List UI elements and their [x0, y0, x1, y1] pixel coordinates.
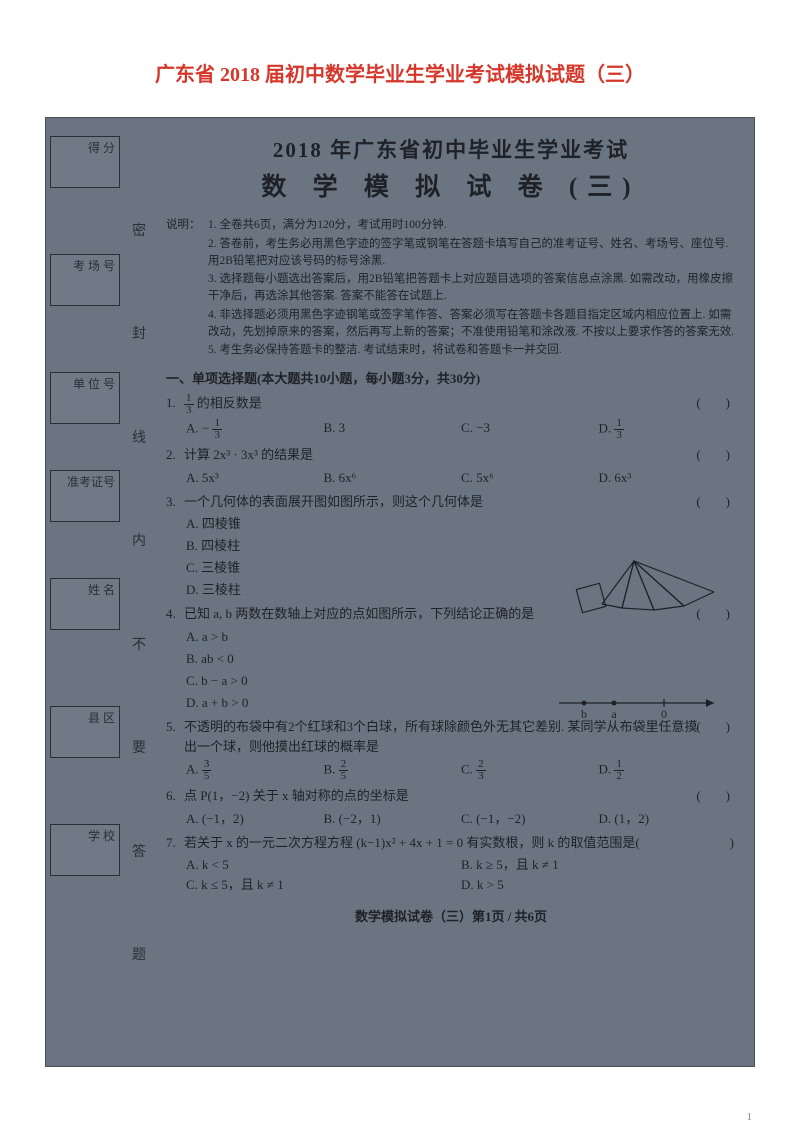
q2-stem: 计算 2x³ · 3x³ 的结果是 — [184, 447, 313, 462]
side-box: 学 校 — [50, 824, 120, 876]
answer-paren: ( ) — [696, 393, 736, 413]
question-7: 7.若关于 x 的一元二次方程方程 (k−1)x² + 4x + 1 = 0 有… — [166, 833, 736, 895]
svg-text:a: a — [611, 707, 617, 721]
seal-char: 要 — [132, 737, 146, 757]
side-label: 考 场 号 — [73, 259, 115, 273]
side-box: 县 区 — [50, 706, 120, 758]
question-2: 2.计算 2x³ · 3x³ 的结果是( ) A. 5x³B. 6x⁶C. 5x… — [166, 445, 736, 487]
page-number: 1 — [747, 1111, 753, 1123]
side-box: 考 场 号 — [50, 254, 120, 306]
side-label: 准考证号 — [67, 475, 115, 489]
instr-item: 1. 全卷共6页，满分为120分，考试用时100分钟. — [208, 217, 736, 234]
seal-char: 密 — [132, 220, 146, 240]
exam-content: 2018 年广东省初中毕业生学业考试 数 学 模 拟 试 卷 (三) 说明：1.… — [154, 118, 754, 927]
instr-item: 4. 非选择题必须用黑色字迹钢笔或签字笔作答、答案必须写在答题卡各题目指定区域内… — [208, 307, 736, 342]
seal-char: 答 — [132, 841, 146, 861]
side-column: 得 分 考 场 号 单 位 号 准考证号 姓 名 县 区 学 校 — [46, 118, 124, 1066]
side-label: 得 分 — [88, 141, 115, 155]
q6-stem: 点 P(1，−2) 关于 x 轴对称的点的坐标是 — [184, 788, 409, 803]
seal-char: 不 — [132, 634, 146, 654]
exam-header-2: 数 学 模 拟 试 卷 (三) — [166, 169, 736, 208]
q3-stem: 一个几何体的表面展开图如图所示，则这个几何体是 — [184, 494, 483, 509]
q1-stem: 的相反数是 — [197, 396, 262, 411]
q4-stem: 已知 a, b 两数在数轴上对应的点如图所示，下列结论正确的是 — [184, 606, 534, 621]
exam-header-1: 2018 年广东省初中毕业生学业考试 — [166, 134, 736, 167]
fraction-icon: 13 — [184, 393, 194, 416]
side-box: 准考证号 — [50, 470, 120, 522]
section-title: 一、单项选择题(本大题共10小题，每小题3分，共30分) — [166, 369, 736, 389]
instructions: 说明：1. 全卷共6页，满分为120分，考试用时100分钟. 2. 答卷前，考生… — [166, 217, 736, 359]
exam-paper: 得 分 考 场 号 单 位 号 准考证号 姓 名 县 区 学 校 密 封 线 内… — [45, 117, 755, 1067]
question-6: 6.点 P(1，−2) 关于 x 轴对称的点的坐标是( ) A. (−1，2)B… — [166, 786, 736, 828]
instr-item: 3. 选择题每小题选出答案后，用2B铅笔把答题卡上对应题目选项的答案信息点涂黑.… — [208, 271, 736, 306]
seal-char: 题 — [132, 944, 146, 964]
page-title: 广东省 2018 届初中数学毕业生学业考试模拟试题（三） — [0, 0, 800, 107]
side-label: 姓 名 — [88, 583, 115, 597]
seal-char: 内 — [132, 530, 146, 550]
question-1: 1. 13 的相反数是 ( ) A. − 13 B. 3 C. −3 D. 13 — [166, 393, 736, 441]
side-box: 姓 名 — [50, 578, 120, 630]
instr-lead: 说明： — [166, 217, 208, 234]
seal-char: 封 — [132, 323, 146, 343]
seal-column: 密 封 线 内 不 要 答 题 — [128, 118, 150, 1066]
seal-char: 线 — [132, 427, 146, 447]
svg-text:b: b — [581, 707, 587, 721]
svg-text:0: 0 — [661, 707, 667, 721]
side-box: 得 分 — [50, 136, 120, 188]
instr-item: 5. 考生务必保持答题卡的整洁. 考试结束时，将试卷和答题卡一并交回. — [208, 342, 736, 359]
instr-item: 2. 答卷前，考生务必用黑色字迹的签字笔或钢笔在答题卡填写自己的准考证号、姓名、… — [208, 236, 736, 271]
side-label: 县 区 — [88, 711, 115, 725]
q7-stem: 若关于 x 的一元二次方程方程 (k−1)x² + 4x + 1 = 0 有实数… — [184, 835, 640, 850]
side-box: 单 位 号 — [50, 372, 120, 424]
side-label: 单 位 号 — [73, 377, 115, 391]
page-footer: 数学模拟试卷（三）第1页 / 共6页 — [166, 907, 736, 927]
side-label: 学 校 — [88, 829, 115, 843]
number-line-figure: b a 0 — [554, 688, 724, 728]
geometry-net-figure — [574, 556, 724, 614]
